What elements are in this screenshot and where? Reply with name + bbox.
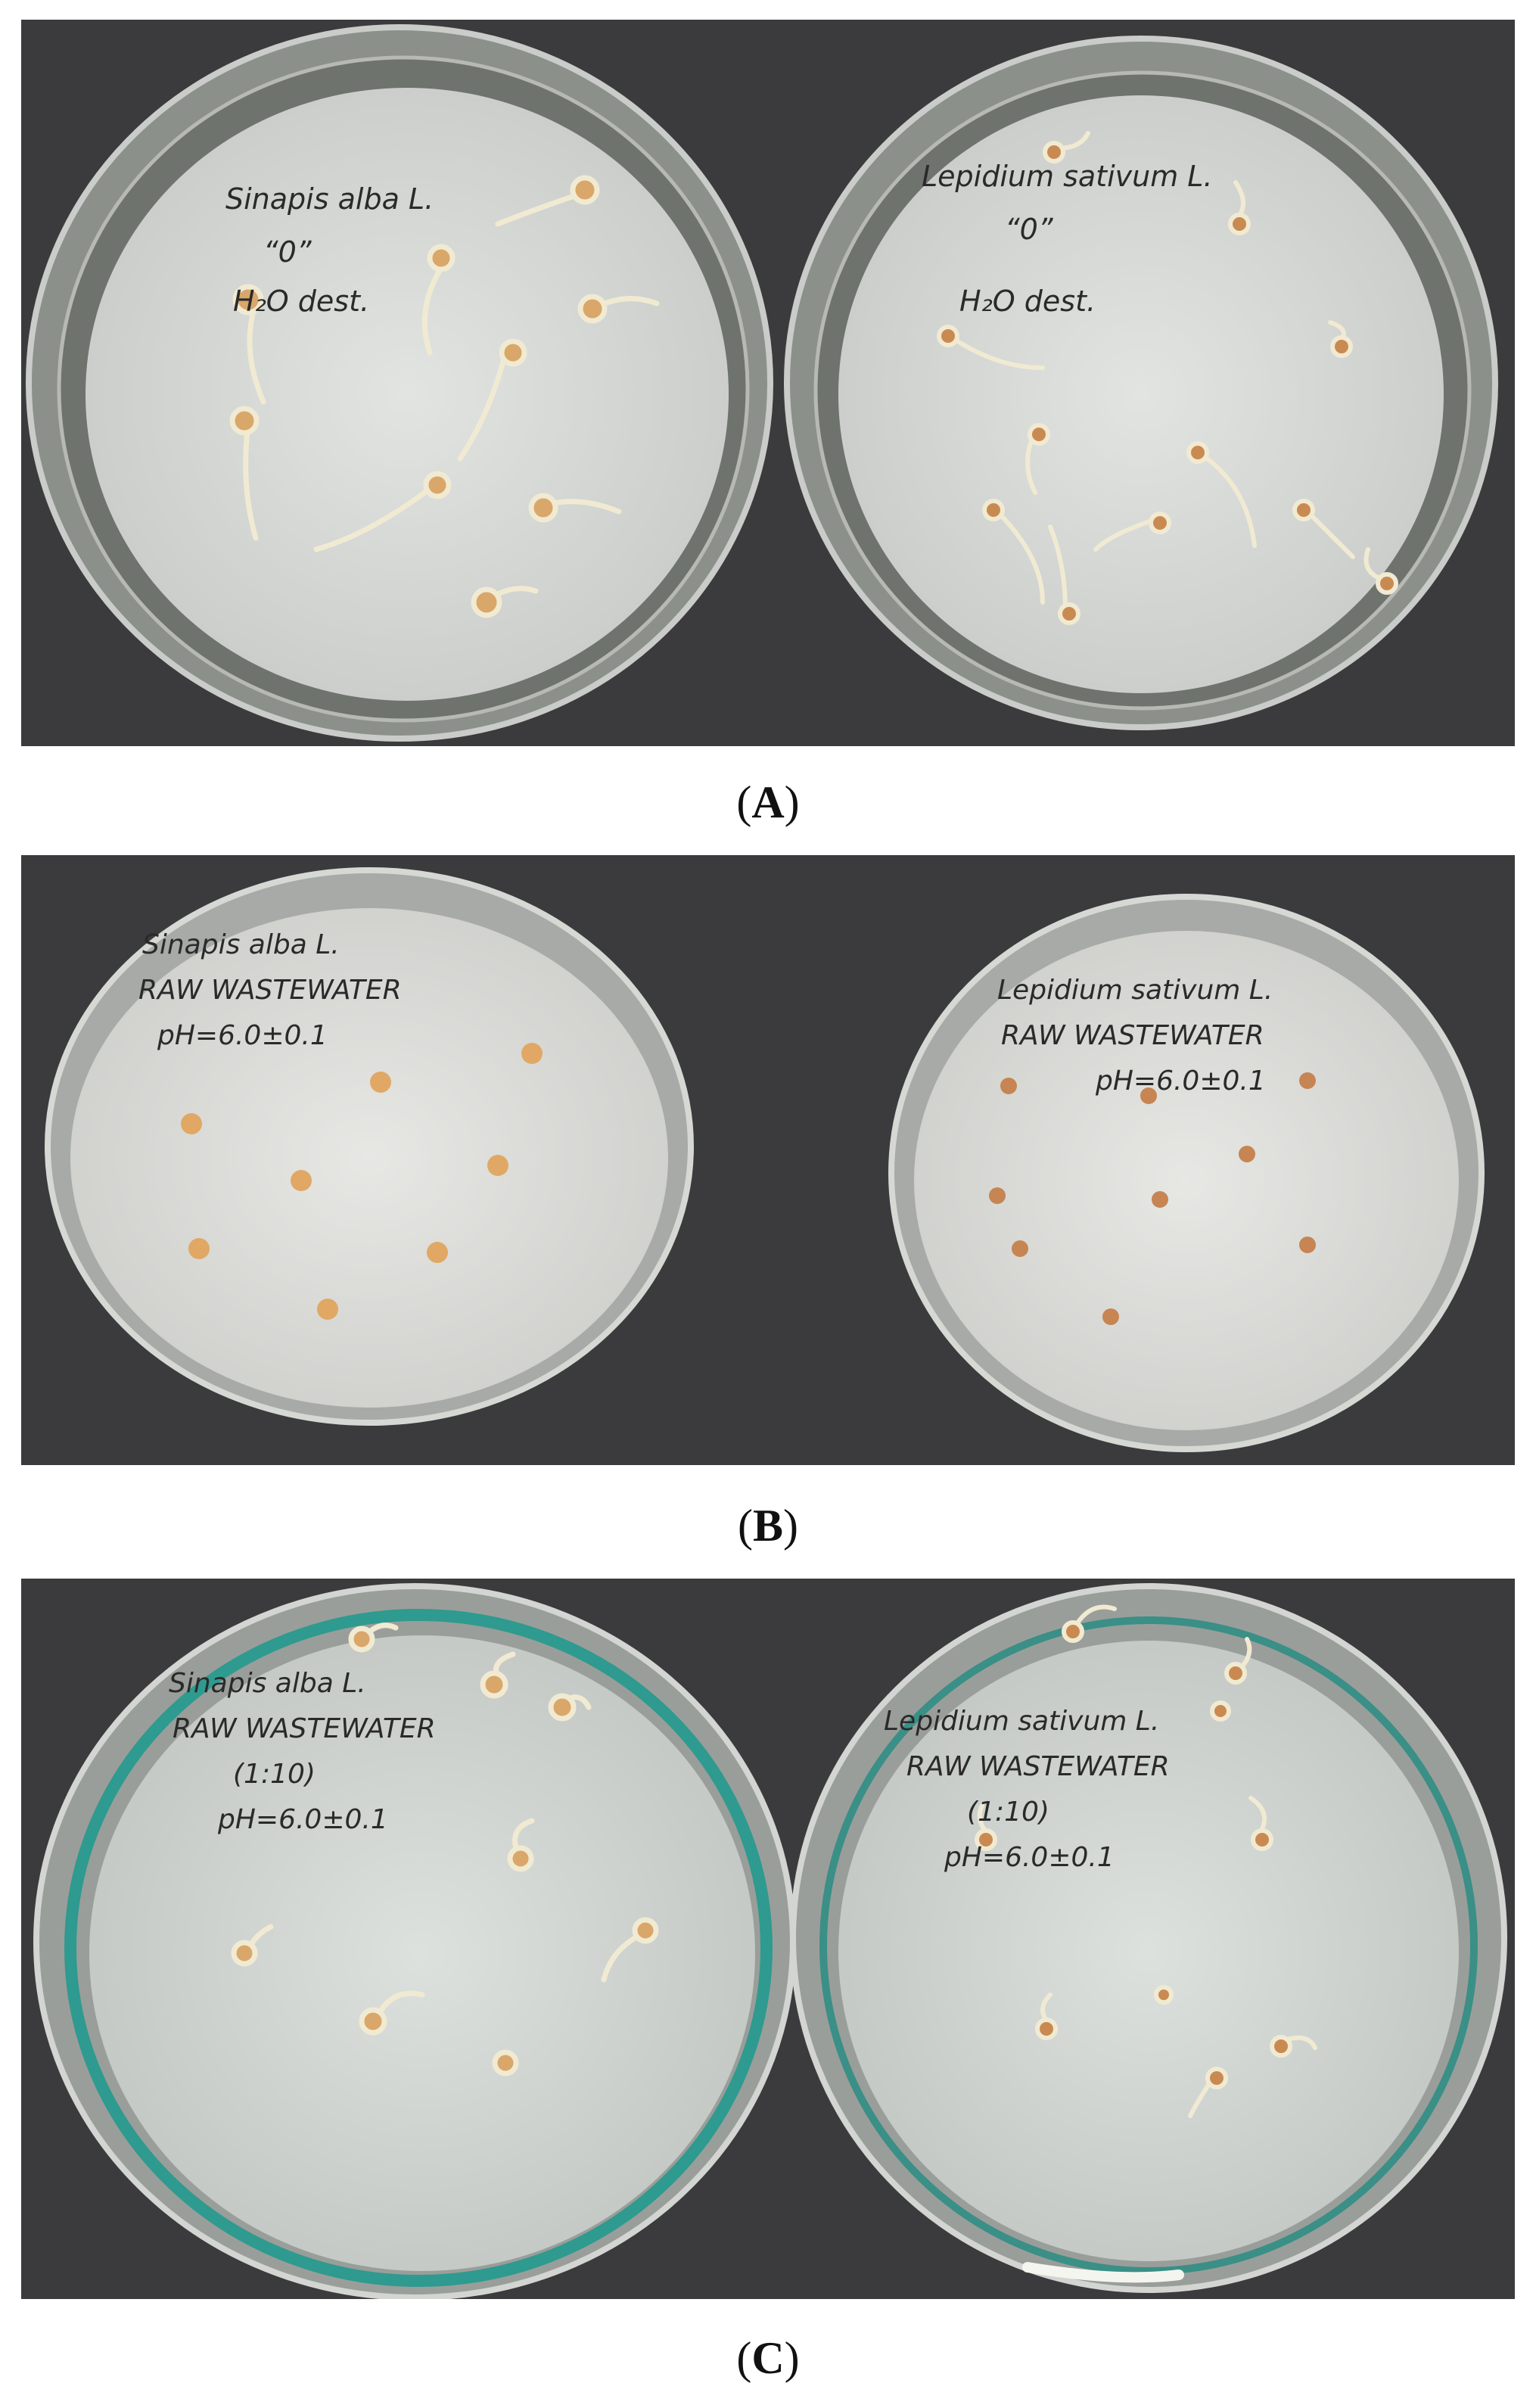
right-dish-label-line-2: RAW WASTEWATER [906,1751,1170,1782]
right-dish-label-line-3: pH=6.0±0.1 [1095,1066,1266,1097]
right-petri-dish [790,1583,1507,2293]
right-dish-label-line-1: Lepidium sativum L. [997,975,1273,1006]
photo-panel-b: Sinapis alba L. RAW WASTEWATER pH=6.0±0.… [21,855,1515,1465]
caption-c: (C) [736,2333,800,2383]
left-petri-dish [26,24,773,742]
filter-paper [86,88,729,701]
left-dish-label-line-1: Sinapis alba L. [169,1668,366,1699]
petri-dish-photo-c: Sinapis alba L. RAW WASTEWATER (1:10) pH… [33,1583,1507,2299]
seedlings-left [231,1622,659,2077]
caption-b: (B) [738,1501,798,1551]
filter-paper [914,931,1459,1430]
right-dish-label-line-1: Lepidium sativum L. [922,160,1213,193]
seedlings-left [229,175,660,618]
left-petri-dish [33,1583,796,2299]
photo-panel-a: Sinapis alba L. “0” H₂O dest. Lepidium s… [21,20,1515,746]
teal-rim [819,1616,1478,2275]
right-dish-label-line-2: “0” [1005,213,1053,246]
left-dish-label-line-4: pH=6.0±0.1 [217,1804,388,1835]
petri-dish-photo-a: Sinapis alba L. “0” H₂O dest. Lepidium s… [26,24,1498,742]
right-petri-dish [888,894,1485,1452]
right-dish-label-line-1: Lepidium sativum L. [884,1706,1159,1737]
seeds-right [989,1072,1316,1325]
left-dish-label-line-2: “0” [263,235,312,269]
right-dish-label-line-4: pH=6.0±0.1 [944,1842,1115,1873]
teal-rim [64,1609,773,2287]
left-dish-label-line-3: pH=6.0±0.1 [157,1020,328,1051]
right-petri-dish [784,36,1498,730]
seedlings-right [937,131,1398,625]
left-dish-label-line-3: (1:10) [233,1759,316,1790]
left-petri-dish [45,867,694,1426]
caption-a: (A) [736,777,800,827]
filter-paper [838,95,1444,693]
right-dish-label-line-3: (1:10) [967,1797,1049,1828]
petri-dish-photo-b: Sinapis alba L. RAW WASTEWATER pH=6.0±0.… [45,867,1485,1452]
left-dish-label-line-1: Sinapis alba L. [142,929,340,960]
left-dish-label-line-1: Sinapis alba L. [225,182,434,216]
seeds-left [181,1043,543,1320]
seedlings-right [975,1604,1317,2283]
photo-panel-c: Sinapis alba L. RAW WASTEWATER (1:10) pH… [21,1579,1515,2299]
filter-paper [89,1635,755,2271]
left-dish-label-line-2: RAW WASTEWATER [138,975,402,1006]
filter-paper [838,1641,1459,2261]
left-dish-label-line-2: RAW WASTEWATER [173,1713,436,1744]
right-dish-label-line-3: H₂O dest. [959,285,1096,318]
filter-paper [70,908,668,1408]
right-dish-label-line-2: RAW WASTEWATER [1001,1020,1264,1051]
left-dish-label-line-3: H₂O dest. [233,285,369,318]
